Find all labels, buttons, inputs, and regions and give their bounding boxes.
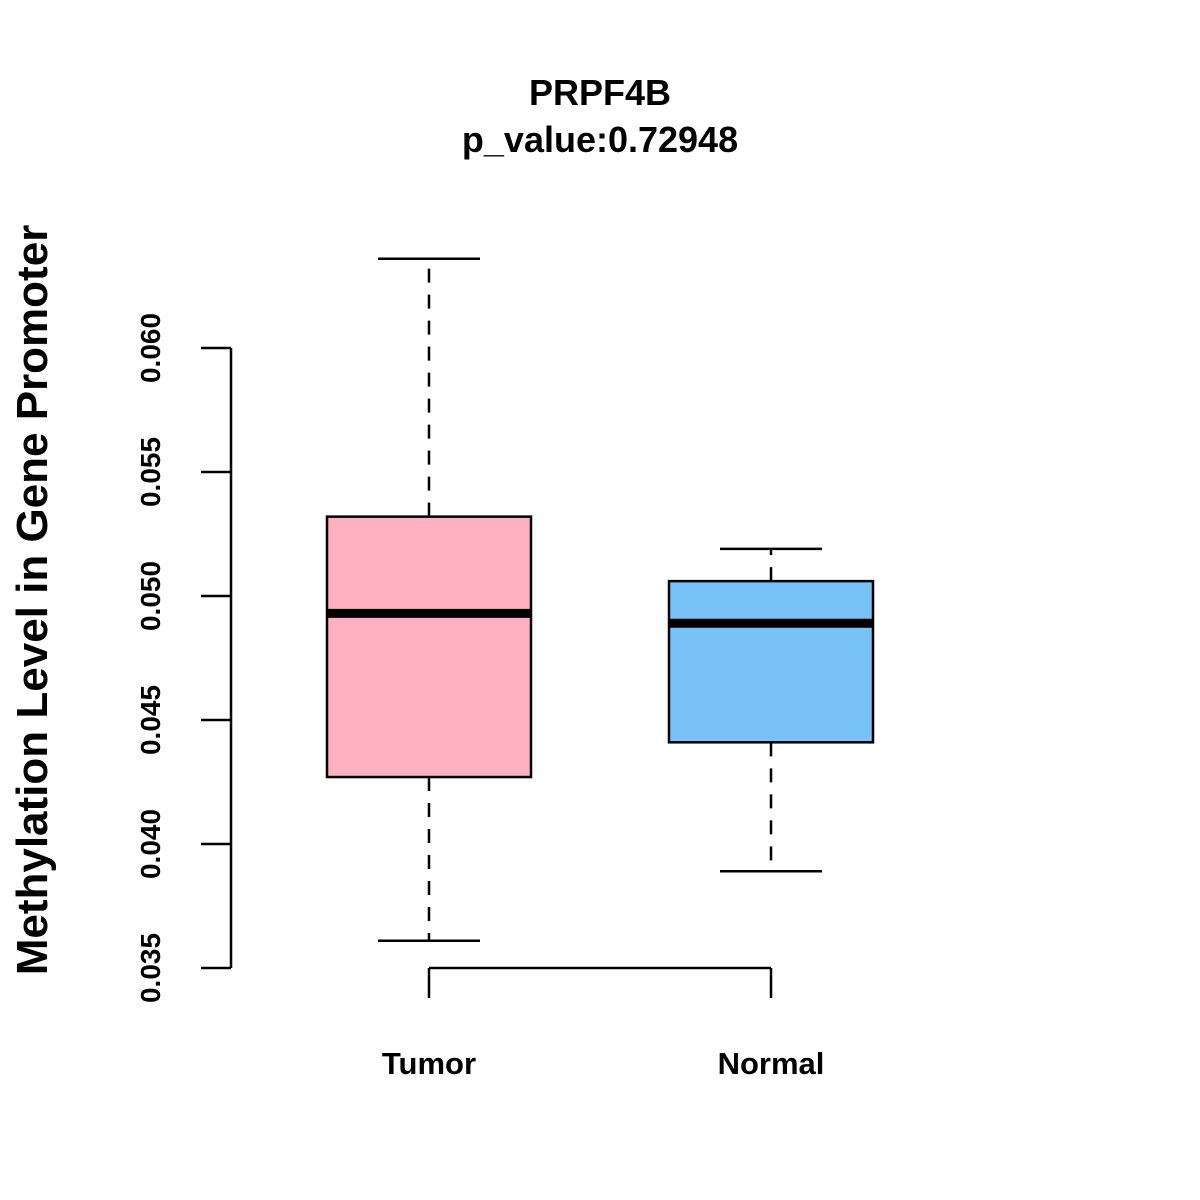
x-axis: Tumor Normal (382, 966, 825, 1081)
y-tick-label: 0.050 (135, 561, 166, 631)
x-tick-label: Normal (718, 1046, 825, 1081)
y-axis: 0.035 0.040 0.045 0.050 0.055 0.060 (135, 313, 233, 1003)
boxes-layer (325, 257, 875, 942)
box-group-normal (667, 547, 875, 873)
x-tick-label: Tumor (382, 1046, 476, 1081)
y-tick-label: 0.060 (135, 313, 166, 383)
iqr-box (667, 579, 875, 744)
chart-title: PRPF4B (529, 72, 671, 113)
y-axis-label: Methylation Level in Gene Promoter (8, 225, 57, 976)
iqr-box (325, 515, 533, 779)
y-tick-label: 0.045 (135, 685, 166, 755)
y-tick-label: 0.040 (135, 809, 166, 879)
y-tick-label: 0.055 (135, 437, 166, 507)
box-group-tumor (325, 257, 533, 942)
y-tick-label: 0.035 (135, 933, 166, 1003)
chart-subtitle: p_value:0.72948 (462, 119, 738, 160)
